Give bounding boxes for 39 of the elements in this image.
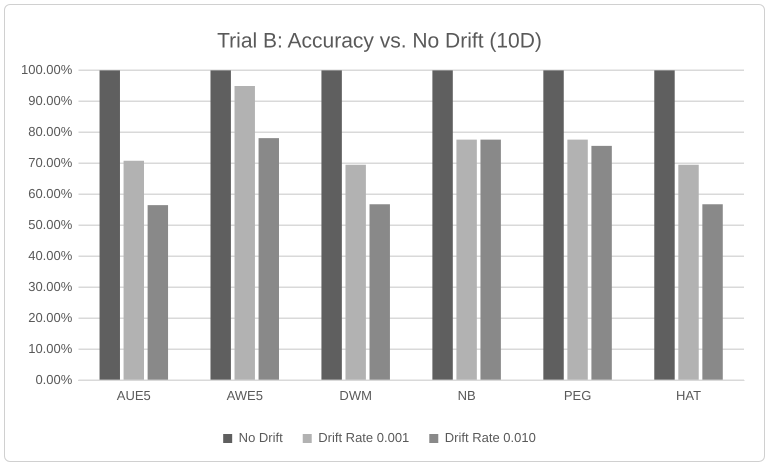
- y-tick-label: 10.00%: [28, 340, 73, 356]
- bar: [678, 164, 699, 380]
- legend-label: Drift Rate 0.010: [444, 430, 536, 446]
- bar: [370, 204, 390, 380]
- x-tick-label: HAT: [676, 388, 702, 403]
- y-tick-label: 60.00%: [28, 186, 73, 201]
- bar: [124, 160, 144, 380]
- bar: [100, 70, 120, 380]
- bar: [321, 70, 342, 380]
- y-tick-label: 40.00%: [28, 248, 73, 263]
- legend-label: Drift Rate 0.001: [318, 430, 410, 446]
- bar: [210, 70, 231, 380]
- y-tick-label: 100.00%: [20, 62, 73, 77]
- bar: [148, 205, 168, 380]
- legend-label: No Drift: [238, 430, 284, 446]
- bar: [345, 164, 366, 380]
- y-tick-label: 50.00%: [28, 216, 73, 232]
- bar: [702, 204, 723, 380]
- bar: [654, 70, 675, 380]
- chart-title: Trial B: Accuracy vs. No Drift (10D): [217, 29, 542, 52]
- y-tick-label: 30.00%: [28, 278, 73, 294]
- y-tick-label: 20.00%: [28, 310, 73, 325]
- bar: [234, 86, 255, 380]
- y-tick-label: 90.00%: [28, 92, 73, 108]
- bar: [591, 146, 612, 380]
- x-tick-label: DWM: [339, 388, 372, 403]
- x-tick-label: AUE5: [116, 388, 151, 403]
- x-tick-label: NB: [458, 388, 476, 403]
- y-tick-label: 0.00%: [35, 372, 73, 387]
- bar: [432, 70, 453, 380]
- bar: [480, 140, 501, 380]
- y-tick-label: 80.00%: [28, 124, 73, 139]
- bar: [456, 140, 477, 380]
- bar: [258, 138, 279, 380]
- bar: [567, 140, 588, 380]
- x-tick-label: AWE5: [226, 388, 263, 403]
- bar: [543, 70, 564, 380]
- y-tick-label: 70.00%: [28, 154, 73, 170]
- x-tick-label: PEG: [564, 388, 592, 403]
